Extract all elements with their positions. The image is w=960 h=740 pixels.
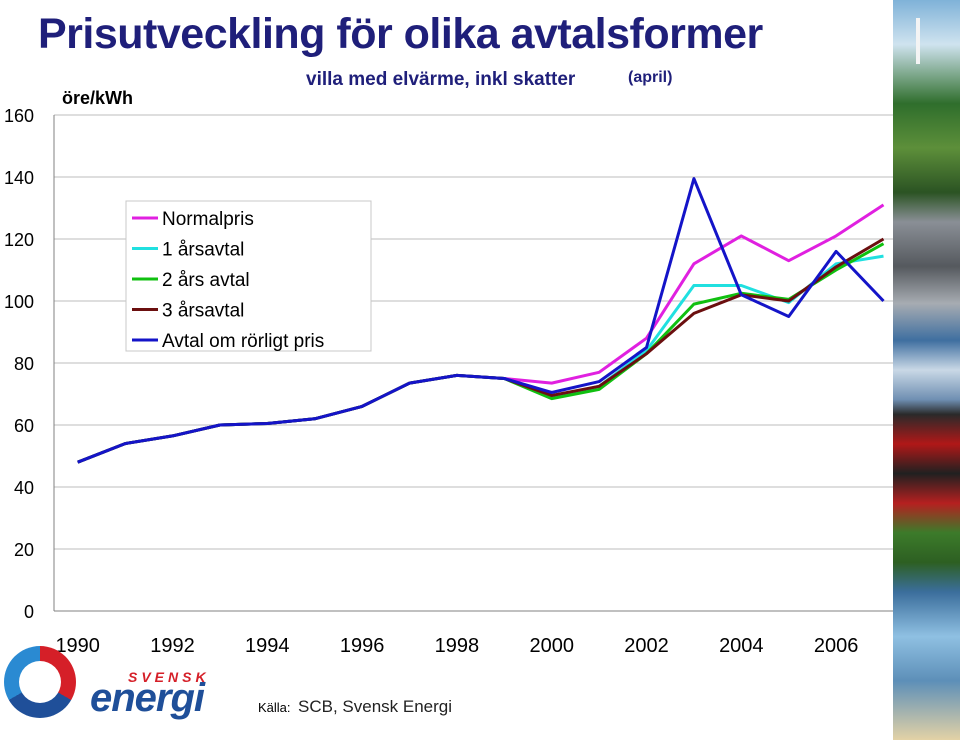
x-tick-label-1992: 1992 xyxy=(150,635,195,657)
legend-label-4: 3 årsavtal xyxy=(162,301,244,322)
x-tick-labels: 1990 1992 1994 1996 1998 2000 2002 2004 2006 xyxy=(55,635,858,657)
series-lines xyxy=(77,177,885,464)
y-tick-label-140: 140 xyxy=(4,168,34,188)
y-tick-labels: 0 20 40 60 80 100 120 140 160 xyxy=(4,106,34,622)
chart-axes xyxy=(53,115,893,612)
svensk-energi-logo-icon xyxy=(4,646,76,718)
source-text: SCB, Svensk Energi xyxy=(298,697,453,716)
legend-box xyxy=(125,200,372,352)
x-tick-label-1998: 1998 xyxy=(435,635,480,657)
legend-label-5: Avtal om rörligt pris xyxy=(162,331,324,352)
y-tick-label-60: 60 xyxy=(14,416,34,436)
x-tick-label-2004: 2004 xyxy=(719,635,764,657)
y-tick-label-0: 0 xyxy=(24,602,34,622)
legend-label-1: Normalpris xyxy=(162,209,254,230)
y-tick-label-100: 100 xyxy=(4,292,34,312)
x-tick-label-1996: 1996 xyxy=(340,635,385,657)
x-tick-label-2000: 2000 xyxy=(529,635,574,657)
series-line-5 xyxy=(77,177,885,464)
source-label: Källa: xyxy=(258,700,291,715)
logo-text-energi: energi xyxy=(90,676,205,720)
y-axis-unit-label: öre/kWh xyxy=(62,88,134,108)
legend-label-3: 2 års avtal xyxy=(162,270,250,291)
y-tick-label-120: 120 xyxy=(4,230,34,250)
x-tick-label-1994: 1994 xyxy=(245,635,290,657)
y-tick-label-80: 80 xyxy=(14,354,34,374)
x-tick-label-1990: 1990 xyxy=(55,635,100,657)
legend-label-2: 1 årsavtal xyxy=(162,240,244,261)
energy-photo-collage xyxy=(893,0,960,740)
y-tick-label-40: 40 xyxy=(14,478,34,498)
wind-turbine-icon xyxy=(916,18,920,64)
chart-subtitle: villa med elvärme, inkl skatter xyxy=(306,69,576,90)
y-tick-label-160: 160 xyxy=(4,106,34,126)
x-tick-label-2006: 2006 xyxy=(814,635,859,657)
chart-subtitle-note: (april) xyxy=(628,69,673,86)
chart-legend: Normalpris 1 årsavtal 2 års avtal 3 årsavta… xyxy=(125,200,372,352)
logo-text-svensk: SVENSK xyxy=(128,669,210,685)
x-tick-label-2002: 2002 xyxy=(624,635,669,657)
chart-title: Prisutveckling för olika avtalsformer xyxy=(38,10,763,58)
y-tick-label-20: 20 xyxy=(14,540,34,560)
